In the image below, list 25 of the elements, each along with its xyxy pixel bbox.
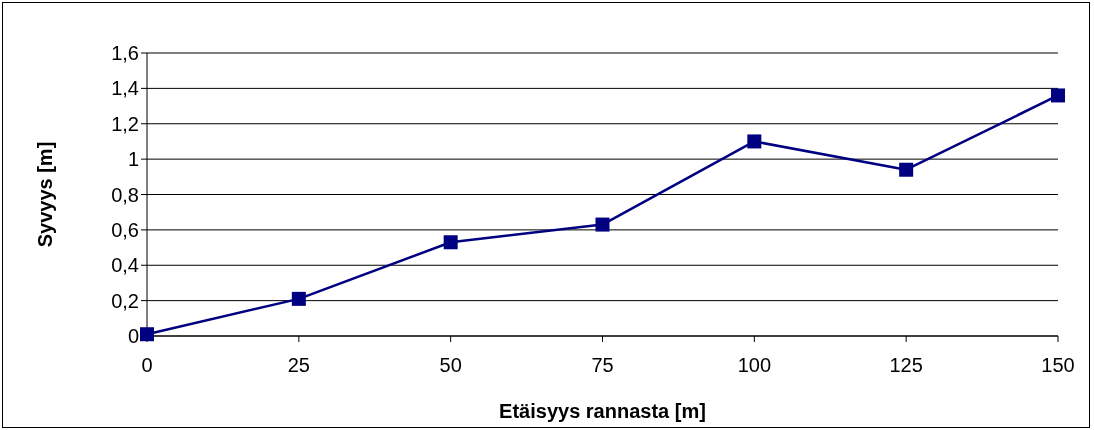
y-tick-label: 0,4 [111, 254, 139, 277]
x-tick-label: 150 [1041, 354, 1075, 377]
x-tick-label: 0 [141, 354, 153, 377]
y-tick-label: 0,2 [111, 289, 139, 312]
x-tick-label: 125 [889, 354, 923, 377]
point [595, 217, 610, 232]
point [899, 162, 914, 177]
y-tick-label: 1,2 [111, 112, 139, 135]
point [140, 327, 154, 342]
point [443, 235, 458, 250]
x-tick-label: 25 [287, 354, 310, 377]
x-tick-label: 100 [737, 354, 772, 377]
x-tick-label: 75 [591, 354, 614, 377]
x-axis-title: Etäisyys rannasta [m] [499, 400, 706, 422]
point [747, 134, 762, 149]
y-tick-label: 1 [127, 148, 139, 171]
x-tick-label: 50 [439, 354, 462, 377]
y-tick-label: 0,8 [111, 183, 139, 206]
y-tick-label: 1,6 [111, 42, 139, 65]
point [291, 291, 306, 306]
y-tick-label: 0,6 [111, 218, 139, 241]
y-tick-label: 0 [127, 325, 139, 348]
point [1051, 88, 1065, 103]
y-tick-label: 1,4 [111, 77, 139, 100]
y-axis-title: Syvyys [m] [34, 141, 57, 248]
